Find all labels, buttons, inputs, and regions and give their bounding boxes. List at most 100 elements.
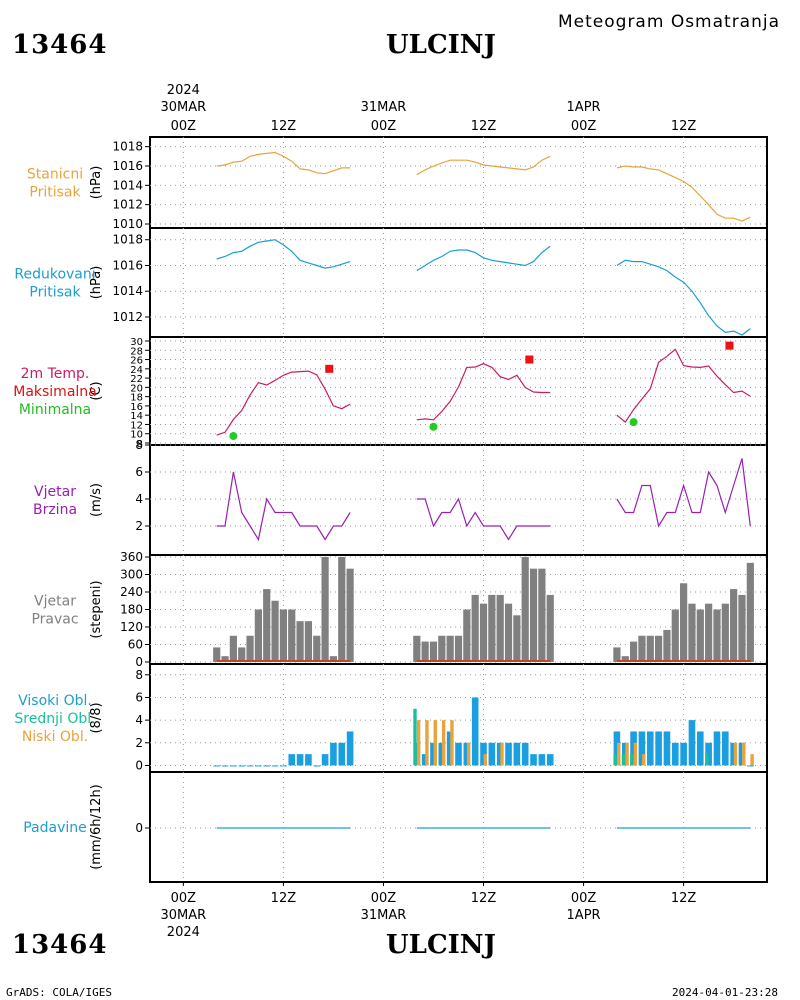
panel-label: Vjetar	[34, 594, 76, 610]
series-line	[216, 151, 351, 175]
direction-bar	[246, 635, 254, 662]
cloud-bar	[750, 754, 754, 766]
date-label-top: 31MAR	[361, 100, 407, 115]
y-tick-label: 1018	[112, 140, 143, 154]
direction-bar	[346, 568, 354, 662]
direction-bar	[338, 557, 346, 662]
panel-label: Redukovani	[14, 267, 95, 283]
y-tick-label: 360	[120, 550, 143, 564]
cloud-bar	[713, 731, 721, 766]
direction-bar	[471, 594, 479, 662]
direction-bar	[229, 635, 237, 662]
direction-bar	[629, 641, 638, 662]
series-line	[416, 363, 551, 421]
cloud-bar	[646, 731, 654, 766]
y-tick-label: 6	[135, 690, 143, 704]
cloud-bar	[530, 754, 537, 766]
cloud-bar	[730, 742, 737, 766]
cloud-bar	[738, 742, 746, 766]
y-tick-label: 4	[135, 492, 143, 506]
cloud-bar	[625, 742, 629, 766]
y-tick-label: 6	[135, 465, 143, 479]
direction-bar	[663, 629, 671, 662]
cloud-bar	[330, 742, 337, 766]
min-temp-marker	[629, 418, 638, 427]
y-tick-label: 14	[130, 411, 143, 422]
cloud-bar	[722, 731, 729, 766]
direction-bar	[329, 656, 338, 662]
direction-bar	[438, 635, 446, 662]
time-tick-bottom: 00Z	[571, 891, 597, 906]
direction-bar	[713, 609, 721, 662]
y-tick-label: 4	[135, 713, 143, 727]
panel-temperatura	[216, 341, 751, 441]
panel-oblaci	[213, 697, 754, 767]
cloud-bar	[705, 754, 709, 766]
cloud-bar	[500, 742, 504, 766]
y-tick-label: 0	[135, 821, 143, 835]
panel-label: Niski Obl.	[22, 729, 88, 745]
y-tick-label: 1016	[112, 258, 143, 272]
direction-bar	[621, 656, 629, 662]
panel-label: Vjetar	[34, 484, 76, 500]
cloud-bar	[688, 720, 696, 766]
y-tick-label: 24	[130, 365, 143, 376]
y-tick-label: 60	[128, 638, 143, 652]
direction-bar	[238, 647, 246, 662]
direction-bar	[746, 562, 754, 662]
series-line	[416, 497, 551, 541]
panel-label: Stanicni	[27, 167, 83, 183]
max-temp-marker	[525, 355, 534, 364]
cloud-bar	[480, 742, 487, 766]
direction-bar	[446, 635, 454, 662]
min-temp-marker	[229, 432, 238, 441]
y-axis-unit: (mm/6h/12h)	[89, 784, 104, 870]
y-tick-label: 12	[130, 420, 143, 431]
direction-bar	[463, 609, 471, 662]
y-tick-label: 300	[120, 568, 143, 582]
time-tick-bottom: 12Z	[471, 891, 497, 906]
direction-bar	[279, 609, 288, 662]
direction-bar	[263, 589, 271, 662]
direction-bar	[538, 568, 546, 662]
direction-bar	[454, 635, 463, 662]
time-tick-top: 00Z	[371, 119, 397, 134]
cloud-bar	[313, 765, 321, 767]
panel-redukovani	[216, 239, 751, 336]
date-label-top: 30MAR	[161, 100, 207, 115]
y-tick-label: 0	[135, 655, 143, 669]
y-tick-label: 120	[120, 620, 143, 634]
y-axis-unit: (hPa)	[89, 166, 104, 200]
cloud-bar	[505, 742, 512, 766]
direction-bar	[671, 609, 679, 662]
panel-stanicni	[216, 151, 751, 222]
cloud-bar	[413, 708, 417, 766]
cloud-bar	[455, 742, 462, 766]
direction-bar	[529, 568, 538, 662]
cloud-bar	[630, 754, 634, 766]
cloud-bar	[483, 754, 488, 766]
y-tick-label: 180	[120, 603, 143, 617]
y-tick-label: 1014	[112, 178, 143, 192]
cloud-bar	[296, 754, 304, 766]
direction-bar	[638, 635, 646, 662]
date-label-top: 1APR	[567, 100, 601, 115]
cloud-bar	[255, 765, 262, 767]
y-axis-unit: (stepeni)	[89, 580, 104, 638]
date-label-bottom: 31MAR	[361, 908, 407, 923]
direction-bar	[738, 594, 746, 662]
panel-label: Brzina	[33, 502, 77, 518]
direction-bar	[521, 557, 529, 662]
series-line	[216, 370, 351, 436]
time-tick-bottom: 12Z	[271, 891, 297, 906]
cloud-bar	[280, 765, 287, 767]
direction-bar	[496, 594, 504, 662]
direction-bar	[304, 621, 313, 662]
cloud-bar	[438, 742, 446, 766]
cloud-bar	[655, 731, 662, 766]
max-temp-marker	[325, 364, 334, 373]
cloud-bar	[696, 731, 704, 766]
cloud-bar	[450, 720, 454, 766]
cloud-bar	[680, 742, 687, 766]
